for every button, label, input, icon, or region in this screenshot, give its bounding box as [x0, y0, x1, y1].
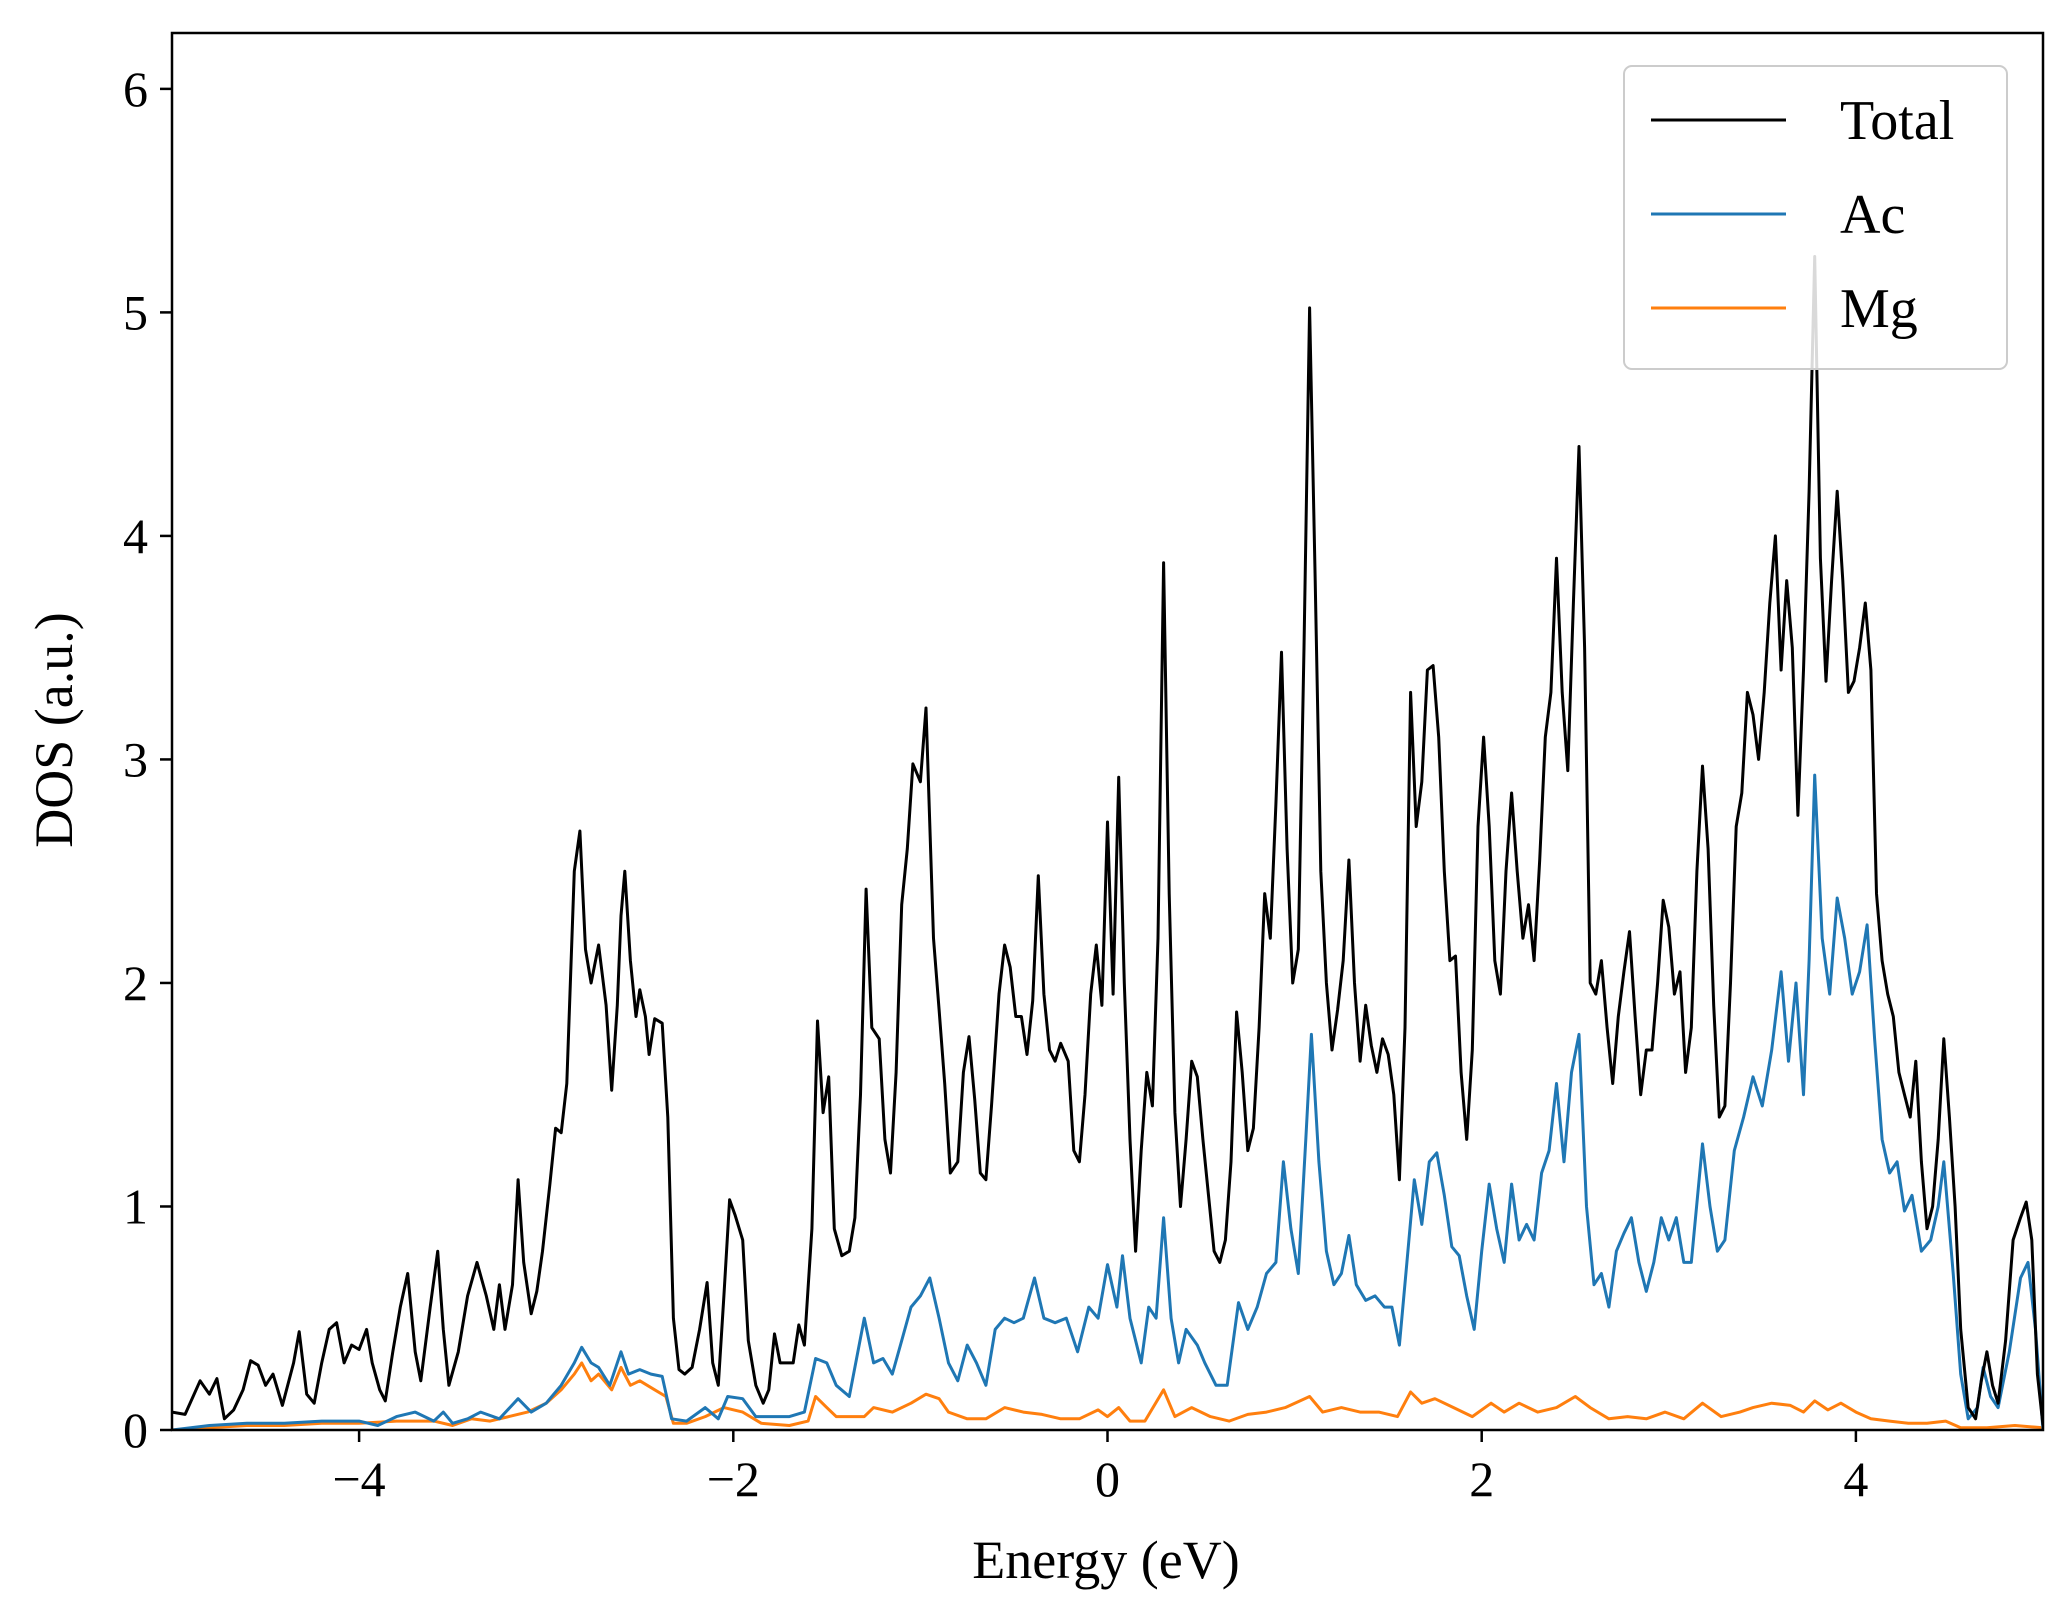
legend-box [1623, 65, 2008, 370]
y-tick-label: 6 [123, 61, 148, 117]
legend-label-mg: Mg [1840, 278, 1918, 340]
x-tick-label: −2 [707, 1451, 760, 1507]
x-axis-label: Energy (eV) [972, 1530, 1239, 1590]
legend-label-total: Total [1840, 90, 1954, 152]
x-tick-label: 4 [1843, 1451, 1868, 1507]
y-tick-label: 3 [123, 731, 148, 787]
y-tick-label: 2 [123, 955, 148, 1011]
series-line-total [172, 255, 2043, 1426]
x-tick-label: −4 [332, 1451, 385, 1507]
legend: Total Ac Mg [1623, 65, 2008, 370]
y-tick-label: 0 [123, 1402, 148, 1458]
y-tick-label: 1 [123, 1178, 148, 1234]
x-tick-label: 2 [1469, 1451, 1494, 1507]
series-line-mg [172, 1361, 2043, 1430]
x-axis: −4 −2 0 2 4 [332, 1430, 1868, 1507]
series-layer [172, 255, 2043, 1430]
y-axis: 0 1 2 3 4 5 6 [123, 61, 172, 1458]
series-line-ac [172, 773, 2043, 1430]
y-axis-label: DOS (a.u.) [24, 612, 84, 847]
y-tick-label: 5 [123, 284, 148, 340]
y-tick-label: 4 [123, 508, 148, 564]
x-tick-label: 0 [1095, 1451, 1120, 1507]
legend-label-ac: Ac [1840, 184, 1905, 246]
